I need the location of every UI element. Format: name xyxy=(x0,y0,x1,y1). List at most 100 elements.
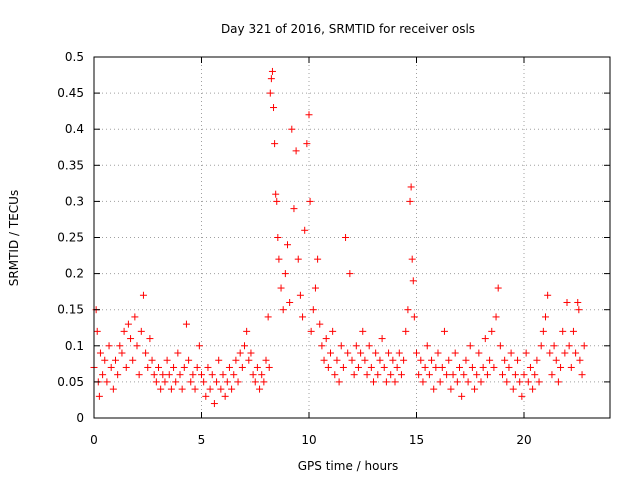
data-point xyxy=(473,371,481,379)
data-point xyxy=(417,356,425,364)
data-point xyxy=(133,342,141,350)
data-point xyxy=(407,183,415,191)
data-point xyxy=(159,371,167,379)
data-point xyxy=(262,356,270,364)
data-point xyxy=(342,234,350,241)
data-point xyxy=(354,363,362,371)
data-point xyxy=(210,400,218,408)
data-point xyxy=(567,363,575,371)
data-point xyxy=(479,363,487,371)
data-point xyxy=(462,356,470,364)
data-point xyxy=(477,378,485,386)
y-tick-label: 0.15 xyxy=(57,303,84,317)
data-point xyxy=(378,335,386,343)
data-point xyxy=(272,190,280,198)
data-point xyxy=(120,327,128,335)
data-point xyxy=(161,378,169,386)
data-point xyxy=(292,147,300,155)
data-point xyxy=(96,349,104,357)
data-point xyxy=(150,371,158,379)
y-tick-label: 0.5 xyxy=(65,50,84,64)
data-point xyxy=(419,378,427,386)
data-point xyxy=(324,363,332,371)
data-point xyxy=(95,392,103,400)
data-point xyxy=(430,385,438,393)
data-point xyxy=(361,356,369,364)
data-point xyxy=(552,356,560,364)
data-point xyxy=(318,342,326,350)
data-point xyxy=(309,306,317,314)
data-point xyxy=(284,241,291,249)
data-point xyxy=(116,342,124,350)
data-point xyxy=(247,349,255,357)
data-point xyxy=(376,356,384,364)
data-point xyxy=(397,371,405,379)
data-point xyxy=(198,371,205,379)
data-point xyxy=(529,385,537,393)
data-point xyxy=(225,363,233,371)
chart-title: Day 321 of 2016, SRMTID for receiver osl… xyxy=(221,22,475,36)
data-point xyxy=(204,363,212,371)
data-point xyxy=(395,349,403,357)
y-axis-label: SRMTID / TECUs xyxy=(7,190,21,286)
y-tick-label: 0.35 xyxy=(57,158,84,172)
y-tick-label: 0.05 xyxy=(57,375,84,389)
data-point xyxy=(296,291,304,299)
data-point xyxy=(537,342,545,350)
data-point xyxy=(180,363,188,371)
data-point xyxy=(350,371,358,379)
data-point xyxy=(174,349,182,357)
data-point xyxy=(434,349,442,357)
data-point xyxy=(258,371,266,379)
data-point xyxy=(486,356,494,364)
data-point xyxy=(299,313,307,321)
data-point xyxy=(249,371,257,379)
data-point xyxy=(548,371,556,379)
data-point xyxy=(230,371,238,379)
data-point xyxy=(99,371,107,379)
data-point xyxy=(232,356,240,364)
data-point xyxy=(466,342,474,350)
y-tick-label: 0.2 xyxy=(65,267,84,281)
data-point xyxy=(264,313,272,321)
data-point xyxy=(374,371,382,379)
data-point xyxy=(514,356,522,364)
data-point xyxy=(346,270,354,278)
data-point xyxy=(148,356,156,364)
data-point xyxy=(114,371,122,379)
data-point xyxy=(294,255,302,263)
data-point xyxy=(105,342,113,350)
data-point xyxy=(93,327,101,335)
data-point xyxy=(507,349,515,357)
data-point xyxy=(172,378,180,386)
data-point xyxy=(266,89,274,97)
data-point xyxy=(357,349,365,357)
data-point xyxy=(408,255,416,263)
data-point xyxy=(526,363,534,371)
data-point xyxy=(415,371,423,379)
data-point xyxy=(468,363,476,371)
data-point xyxy=(107,363,115,371)
data-point xyxy=(458,392,466,400)
data-point xyxy=(146,335,154,343)
data-point xyxy=(333,356,341,364)
data-point xyxy=(281,270,289,278)
data-point xyxy=(191,385,199,393)
data-point xyxy=(404,306,412,314)
data-point xyxy=(451,349,459,357)
x-tick-label: 15 xyxy=(409,433,424,447)
y-tick-label: 0.45 xyxy=(57,86,84,100)
data-point xyxy=(265,363,273,371)
data-point xyxy=(421,363,429,371)
data-point xyxy=(359,327,367,335)
data-point xyxy=(202,392,210,400)
data-point xyxy=(245,356,253,364)
data-point xyxy=(464,378,472,386)
data-point xyxy=(488,327,496,335)
data-point xyxy=(574,298,582,306)
x-tick-label: 5 xyxy=(198,433,206,447)
data-point xyxy=(277,284,285,292)
data-point xyxy=(139,291,147,299)
